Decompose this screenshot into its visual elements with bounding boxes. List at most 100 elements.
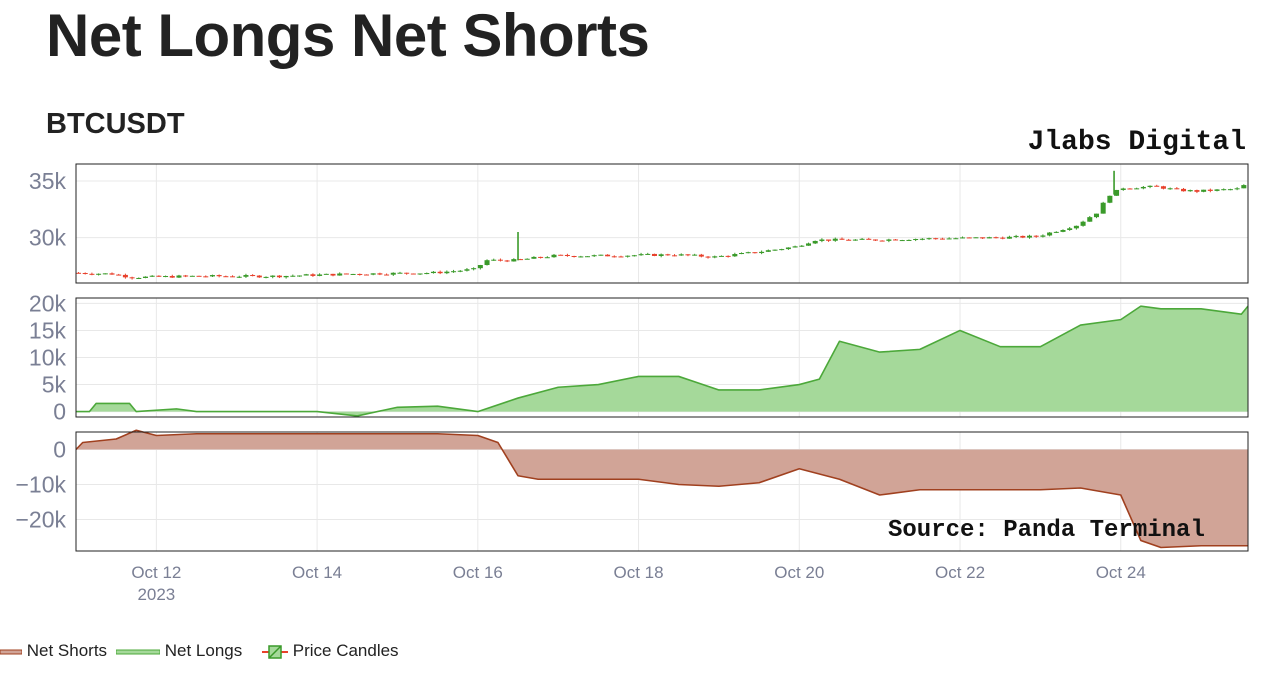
candle-body xyxy=(819,239,825,241)
candle-body xyxy=(899,240,905,242)
candle-body xyxy=(879,240,885,242)
candle-body xyxy=(1127,188,1133,190)
price-candle xyxy=(598,254,604,256)
price-candle xyxy=(571,255,577,258)
price-candle xyxy=(732,252,738,257)
candle-body xyxy=(203,276,209,278)
candle-body xyxy=(960,237,966,239)
x-tick-labels: Oct 12 Oct 14 Oct 16 Oct 18 Oct 20 Oct 22 Oct … xyxy=(131,563,1145,604)
candle-body xyxy=(1154,185,1160,187)
price-candle xyxy=(89,272,95,276)
candle-body xyxy=(812,240,818,244)
candle-body xyxy=(906,239,912,241)
candle-body xyxy=(357,273,363,275)
candle-body xyxy=(1187,190,1193,192)
candle-body xyxy=(886,239,892,241)
price-candle xyxy=(397,271,403,274)
price-candle xyxy=(1114,189,1120,196)
price-candle xyxy=(337,272,343,276)
price-candle xyxy=(1060,229,1066,233)
legend-item-price-candles[interactable]: Price Candles xyxy=(262,640,399,662)
candle-body xyxy=(933,238,939,240)
candle-body xyxy=(209,275,215,277)
brand-label: Jlabs Digital xyxy=(1027,127,1246,158)
candle-body xyxy=(96,273,102,275)
candle-body xyxy=(169,276,175,278)
candle-body xyxy=(1134,188,1140,190)
price-candle xyxy=(645,252,651,255)
candle-body xyxy=(1221,189,1227,191)
candle-body xyxy=(598,254,604,256)
net-shorts-line xyxy=(75,429,1248,549)
price-candle xyxy=(1026,234,1033,239)
price-candle xyxy=(1073,225,1079,230)
candle-body xyxy=(236,276,242,278)
price-candle xyxy=(457,270,463,273)
price-candle xyxy=(718,255,724,257)
candle-body xyxy=(564,254,570,257)
price-candle xyxy=(1047,232,1053,237)
chart-subtitle: BTCUSDT xyxy=(46,108,185,140)
panel-frame-3 xyxy=(75,431,1249,552)
candle-body xyxy=(497,259,503,261)
price-candle xyxy=(176,274,182,278)
legend-item-net-shorts[interactable]: Net Shorts xyxy=(0,640,107,662)
price-candle xyxy=(116,273,122,276)
price-candle xyxy=(276,275,282,279)
candle-body xyxy=(1013,235,1019,237)
price-candle xyxy=(591,254,597,257)
price-candle xyxy=(1107,195,1113,204)
price-candle xyxy=(491,258,497,261)
price-candle xyxy=(404,272,410,275)
legend-label-price-candles: Price Candles xyxy=(292,641,399,660)
price-candle xyxy=(484,259,490,266)
candle-body xyxy=(276,275,282,278)
candle-body xyxy=(82,273,88,275)
candle-body xyxy=(189,275,195,277)
price-candle xyxy=(953,237,959,240)
price-candle xyxy=(899,239,905,242)
x-tick-label: Oct 20 xyxy=(774,563,824,582)
candle-body xyxy=(1040,235,1046,237)
price-candle xyxy=(343,273,349,275)
price-candle xyxy=(638,252,644,256)
candle-body xyxy=(765,250,771,252)
price-candle xyxy=(698,253,704,258)
candle-body xyxy=(779,249,785,251)
y-tick-label: 10k xyxy=(29,345,67,371)
price-candle xyxy=(665,253,671,256)
price-candle xyxy=(1201,189,1207,193)
candle-body xyxy=(591,255,597,257)
price-candle xyxy=(993,236,999,239)
candle-body xyxy=(156,275,162,277)
price-candle xyxy=(779,248,785,251)
y-tick-label: 0 xyxy=(53,399,66,425)
candle-body xyxy=(531,256,537,259)
price-candle xyxy=(357,273,363,276)
candle-body xyxy=(518,259,524,261)
price-candle xyxy=(303,273,309,276)
price-candle xyxy=(1154,184,1160,187)
price-candle xyxy=(1067,226,1073,231)
candle-body xyxy=(953,238,959,240)
candle-body xyxy=(350,273,356,275)
legend-item-net-longs[interactable]: Net Longs xyxy=(116,640,242,662)
candle-body xyxy=(424,273,430,275)
candle-body xyxy=(310,274,316,276)
candle-body xyxy=(109,273,115,275)
candle-body xyxy=(1107,195,1113,203)
panel-frames xyxy=(75,163,1249,552)
candle-body xyxy=(283,275,289,278)
candle-body xyxy=(1000,237,1006,239)
candle-body xyxy=(1047,232,1053,236)
price-candle xyxy=(464,268,470,272)
candle-body xyxy=(973,237,979,239)
candle-body xyxy=(511,259,517,262)
candle-body xyxy=(1100,202,1106,214)
candle-body xyxy=(759,251,765,254)
price-candle xyxy=(437,270,443,275)
price-candle xyxy=(497,258,503,262)
candle-body xyxy=(872,239,878,241)
candle-body xyxy=(76,272,82,274)
